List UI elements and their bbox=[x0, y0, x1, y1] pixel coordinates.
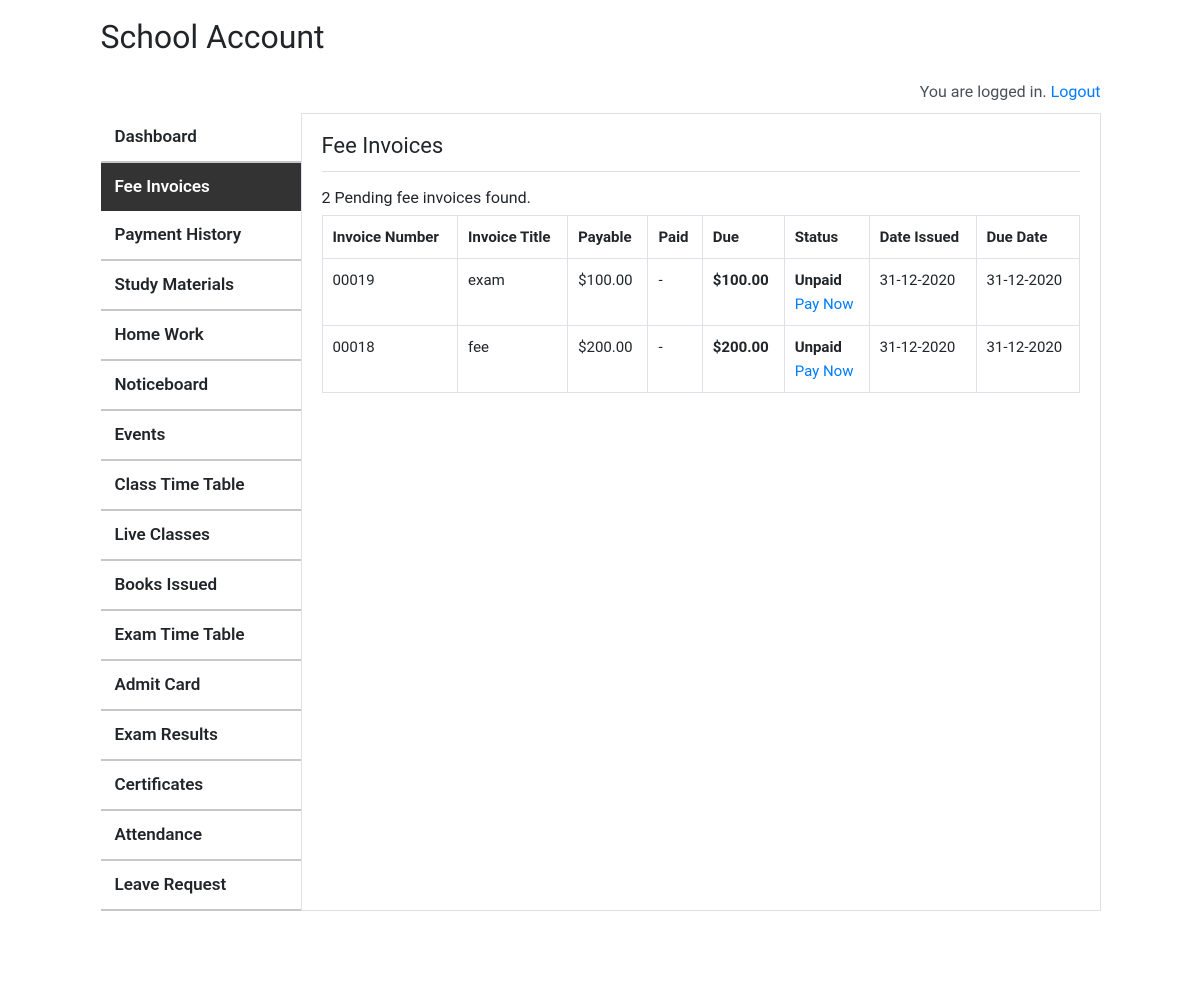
cell-due: $200.00 bbox=[702, 326, 784, 393]
column-header: Due Date bbox=[976, 216, 1079, 259]
table-row: 00018 fee $200.00 - $200.00 Unpaid Pay Now 31-1… bbox=[322, 326, 1079, 393]
sidebar-item-books-issued[interactable]: Books Issued bbox=[101, 561, 301, 611]
cell-date-issued: 31-12-2020 bbox=[869, 259, 976, 326]
sidebar-item-dashboard[interactable]: Dashboard bbox=[101, 113, 301, 163]
cell-paid: - bbox=[648, 259, 702, 326]
sidebar-item-fee-invoices[interactable]: Fee Invoices bbox=[101, 163, 301, 211]
cell-value: 31-12-2020 bbox=[880, 271, 956, 289]
cell-value: Unpaid bbox=[795, 338, 842, 356]
column-header: Invoice Number bbox=[322, 216, 458, 259]
pending-summary: 2 Pending fee invoices found. bbox=[322, 188, 1080, 207]
cell-value: fee bbox=[468, 338, 489, 356]
cell-value: 31-12-2020 bbox=[880, 338, 956, 356]
table-header-row: Invoice NumberInvoice TitlePayablePaidDu… bbox=[322, 216, 1079, 259]
sidebar-item-certificates[interactable]: Certificates bbox=[101, 761, 301, 811]
cell-payable: $200.00 bbox=[568, 326, 648, 393]
cell-due-date: 31-12-2020 bbox=[976, 326, 1079, 393]
cell-value: $200.00 bbox=[713, 338, 769, 356]
cell-invoice-title: exam bbox=[458, 259, 568, 326]
cell-paid: - bbox=[648, 326, 702, 393]
sidebar-item-class-time-table[interactable]: Class Time Table bbox=[101, 461, 301, 511]
cell-value: 31-12-2020 bbox=[987, 338, 1063, 356]
column-header: Status bbox=[784, 216, 869, 259]
cell-invoice-number: 00018 bbox=[322, 326, 458, 393]
column-header: Date Issued bbox=[869, 216, 976, 259]
cell-value: 00019 bbox=[333, 271, 375, 289]
sidebar-item-home-work[interactable]: Home Work bbox=[101, 311, 301, 361]
cell-invoice-number: 00019 bbox=[322, 259, 458, 326]
cell-value: - bbox=[658, 271, 662, 289]
cell-value: $100.00 bbox=[713, 271, 769, 289]
login-status: You are logged in. Logout bbox=[101, 64, 1101, 113]
login-status-text: You are logged in. bbox=[920, 82, 1047, 101]
cell-value: $200.00 bbox=[578, 338, 633, 356]
cell-status: Unpaid Pay Now bbox=[784, 326, 869, 393]
sidebar-item-payment-history[interactable]: Payment History bbox=[101, 211, 301, 261]
sidebar-item-admit-card[interactable]: Admit Card bbox=[101, 661, 301, 711]
sidebar-item-live-classes[interactable]: Live Classes bbox=[101, 511, 301, 561]
cell-value: - bbox=[658, 338, 662, 356]
cell-value: exam bbox=[468, 271, 505, 289]
column-header: Payable bbox=[568, 216, 648, 259]
main-panel: Fee Invoices 2 Pending fee invoices foun… bbox=[301, 113, 1101, 911]
sidebar-item-exam-time-table[interactable]: Exam Time Table bbox=[101, 611, 301, 661]
sidebar-item-exam-results[interactable]: Exam Results bbox=[101, 711, 301, 761]
cell-due: $100.00 bbox=[702, 259, 784, 326]
main-title: Fee Invoices bbox=[322, 134, 1080, 172]
invoices-table: Invoice NumberInvoice TitlePayablePaidDu… bbox=[322, 215, 1080, 393]
cell-value: $100.00 bbox=[578, 271, 633, 289]
pay-now-link[interactable]: Pay Now bbox=[795, 295, 854, 313]
cell-value: 31-12-2020 bbox=[987, 271, 1063, 289]
sidebar-item-attendance[interactable]: Attendance bbox=[101, 811, 301, 861]
sidebar-item-events[interactable]: Events bbox=[101, 411, 301, 461]
sidebar-item-study-materials[interactable]: Study Materials bbox=[101, 261, 301, 311]
column-header: Invoice Title bbox=[458, 216, 568, 259]
cell-invoice-title: fee bbox=[458, 326, 568, 393]
page-title: School Account bbox=[101, 0, 1101, 64]
cell-status: Unpaid Pay Now bbox=[784, 259, 869, 326]
sidebar-item-noticeboard[interactable]: Noticeboard bbox=[101, 361, 301, 411]
column-header: Due bbox=[702, 216, 784, 259]
cell-date-issued: 31-12-2020 bbox=[869, 326, 976, 393]
pay-now-link[interactable]: Pay Now bbox=[795, 362, 854, 380]
sidebar: DashboardFee InvoicesPayment HistoryStud… bbox=[101, 113, 301, 911]
cell-due-date: 31-12-2020 bbox=[976, 259, 1079, 326]
logout-link[interactable]: Logout bbox=[1051, 82, 1101, 101]
cell-value: Unpaid bbox=[795, 271, 842, 289]
cell-value: 00018 bbox=[333, 338, 375, 356]
sidebar-item-leave-request[interactable]: Leave Request bbox=[101, 861, 301, 911]
cell-payable: $100.00 bbox=[568, 259, 648, 326]
table-row: 00019 exam $100.00 - $100.00 Unpaid Pay Now 31-… bbox=[322, 259, 1079, 326]
column-header: Paid bbox=[648, 216, 702, 259]
